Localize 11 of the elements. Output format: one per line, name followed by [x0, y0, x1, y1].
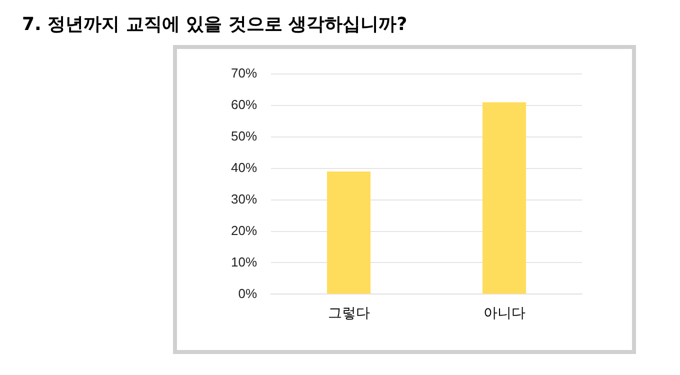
y-tick-label: 50% — [230, 128, 258, 144]
y-tick-label: 30% — [230, 191, 258, 206]
y-tick-label: 20% — [230, 222, 258, 238]
chart-title: 7. 정년까지 교직에 있을 것으로 생각하십니까? — [22, 13, 408, 36]
y-tick-label: 60% — [230, 97, 258, 112]
y-tick-label: 70% — [230, 66, 258, 81]
x-tick-label: 그렇다 — [328, 304, 370, 320]
y-tick-label: 40% — [230, 160, 258, 175]
y-tick-label: 0% — [238, 286, 258, 301]
y-tick-label: 10% — [230, 254, 258, 270]
x-tick-label: 아니다 — [483, 304, 526, 320]
